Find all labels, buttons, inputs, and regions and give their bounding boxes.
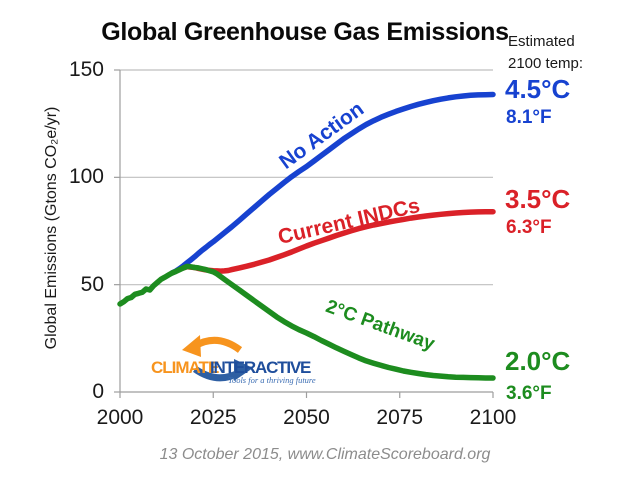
estimated-temp-heading-line2: 2100 temp: (508, 54, 584, 72)
climate-interactive-logo: CLIMATE INTERACTIVE Tools for a thriving… (151, 335, 316, 385)
temp-indcs-fahrenheit: 6.3°F (506, 217, 552, 238)
temp-indcs-celsius: 3.5°C (505, 184, 571, 214)
temp-no-action-fahrenheit: 8.1°F (506, 107, 552, 128)
series-line-no-action (169, 91, 496, 276)
xtick-label-2000: 2000 (96, 406, 144, 429)
estimated-temp-heading: Estimated 2100 temp: (508, 31, 618, 75)
logo-tagline: Tools for a thriving future (228, 375, 316, 385)
footer-caption: 13 October 2015, www.ClimateScoreboard.o… (159, 446, 491, 463)
logo-arrow-top-head-icon (182, 335, 201, 357)
ytick-label-0: 0 (92, 380, 104, 403)
xtick-label-2050: 2050 (283, 406, 330, 429)
logo-word-interactive: INTERACTIVE (210, 358, 311, 377)
logo-word-climate: CLIMATE (151, 358, 219, 377)
ytick-label-150: 150 (68, 58, 104, 81)
chart-title: Global Greenhouse Gas Emissions (101, 18, 509, 46)
temp-2c-fahrenheit: 3.6°F (506, 383, 552, 404)
xtick-label-2025: 2025 (189, 406, 237, 429)
ytick-label-100: 100 (68, 165, 104, 189)
ytick-label-50: 50 (80, 272, 104, 296)
logo-arrow-bottom-head-icon (234, 359, 253, 381)
estimated-temp-heading-line1: Estimated (508, 33, 575, 50)
xtick-label-2100: 2100 (469, 406, 517, 429)
temp-no-action-celsius: 4.5°C (505, 74, 571, 104)
y-axis-label: Global Emissions (Gtons CO₂e/yr) (43, 106, 60, 350)
temp-2c-celsius: 2.0°C (505, 346, 571, 376)
series-line-2-c-pathway (117, 263, 496, 381)
xtick-label-2075: 2075 (376, 406, 424, 429)
logo-arrow-top-icon (193, 336, 243, 353)
